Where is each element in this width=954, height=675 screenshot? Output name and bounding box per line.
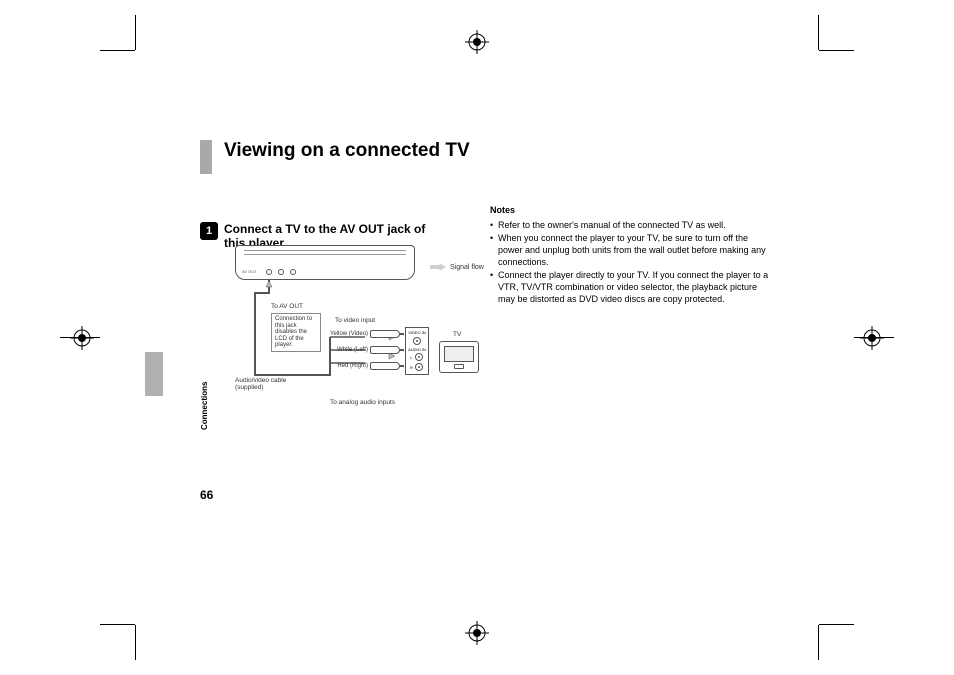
rca-white (370, 346, 400, 354)
note-item: When you connect the player to your TV, … (490, 233, 770, 268)
cable-supplied-label: Audio/video cable (supplied) (235, 377, 295, 391)
tv-input-panel: VIDEO IN AUDIO IN L R (405, 327, 429, 375)
to-analog-label: To analog audio inputs (330, 399, 395, 406)
page-title: Viewing on a connected TV (224, 140, 470, 163)
notes-list: Refer to the owner's manual of the conne… (490, 220, 770, 306)
r-label: R (410, 365, 413, 370)
note-item: Connect the player directly to your TV. … (490, 270, 770, 305)
section-side-label: Connections (200, 382, 209, 430)
connection-diagram: AV OUT Signal flow To AV OUT Connection … (235, 245, 495, 425)
l-label: L (410, 355, 412, 360)
step-badge: 1 (200, 222, 218, 240)
red-label: Red (Right) (337, 363, 368, 369)
to-video-input-label: To video input (335, 317, 375, 324)
notes-column: Notes Refer to the owner's manual of the… (490, 205, 770, 308)
note-item: Refer to the owner's manual of the conne… (490, 220, 770, 232)
audio-in-label: AUDIO IN (408, 347, 426, 352)
rca-yellow (370, 330, 400, 338)
white-label: White (Left) (337, 347, 368, 353)
rca-plugs: Yellow (Video) White (Left) Red (Right) (330, 330, 400, 378)
rca-red (370, 362, 400, 370)
page-number: 66 (200, 488, 213, 502)
video-in-label: VIDEO IN (408, 330, 426, 335)
tv-device (439, 341, 479, 373)
side-gray-tab (145, 352, 163, 396)
notes-heading: Notes (490, 205, 770, 217)
tv-label: TV (453, 331, 461, 338)
title-bar: Viewing on a connected TV (200, 140, 780, 174)
yellow-label: Yellow (Video) (330, 331, 368, 337)
section-tab (200, 140, 212, 174)
